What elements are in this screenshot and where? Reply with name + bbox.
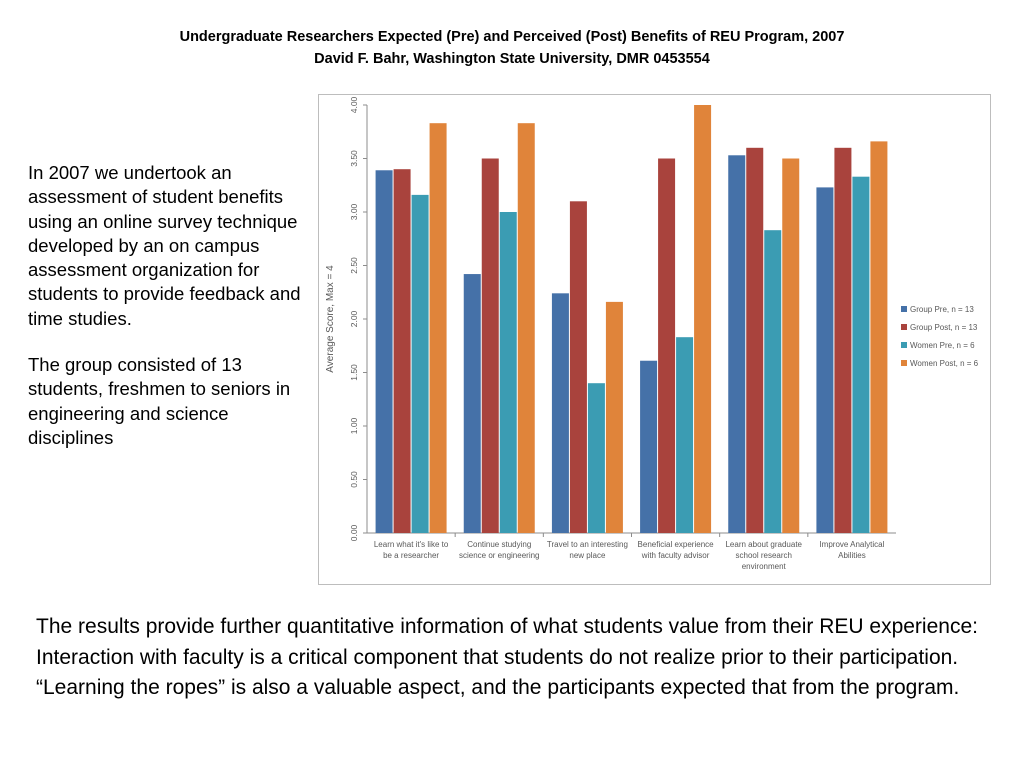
description-paragraph-2: The group consisted of 13 students, fres… bbox=[28, 354, 291, 448]
y-tick-label: 1.00 bbox=[349, 417, 359, 434]
bar bbox=[393, 169, 411, 533]
description-text: In 2007 we undertook an assessment of st… bbox=[28, 161, 303, 472]
legend-swatch bbox=[901, 342, 907, 348]
bar bbox=[640, 360, 658, 533]
bar bbox=[569, 201, 587, 534]
x-category-label: with faculty advisor bbox=[641, 551, 710, 560]
bar bbox=[375, 170, 393, 533]
bar bbox=[834, 147, 852, 534]
legend-swatch bbox=[901, 324, 907, 330]
bar bbox=[481, 158, 499, 533]
x-category-label: Travel to an interesting bbox=[547, 540, 628, 549]
y-tick-label: 0.00 bbox=[349, 524, 359, 541]
y-tick-label: 3.00 bbox=[349, 203, 359, 220]
x-category-label: Learn what it's like to bbox=[374, 540, 449, 549]
x-category-label: Learn about graduate bbox=[725, 540, 802, 549]
x-category-label: environment bbox=[742, 562, 787, 571]
bar bbox=[816, 187, 834, 533]
y-axis-title: Average Score, Max = 4 bbox=[325, 265, 336, 373]
y-tick-label: 4.00 bbox=[349, 96, 359, 113]
x-category-label: Beneficial experience bbox=[638, 540, 715, 549]
bar bbox=[411, 194, 429, 533]
title-line-2: David F. Bahr, Washington State Universi… bbox=[314, 51, 710, 67]
bar bbox=[852, 176, 870, 533]
legend-label: Women Post, n = 6 bbox=[910, 359, 979, 368]
y-tick-label: 2.50 bbox=[349, 257, 359, 274]
conclusion-paragraph: The results provide further quantitative… bbox=[36, 615, 978, 699]
bar bbox=[463, 274, 481, 533]
bar bbox=[764, 230, 782, 533]
y-tick-label: 3.50 bbox=[349, 150, 359, 167]
bar-chart: 0.00 0.50 1.00 1.50 2.00 2.50 3.00 3.50 4.00 Aver… bbox=[318, 94, 991, 585]
y-tick-label: 2.00 bbox=[349, 310, 359, 327]
legend-swatch bbox=[901, 360, 907, 366]
bar bbox=[870, 141, 888, 533]
legend-label: Women Pre, n = 6 bbox=[910, 341, 975, 350]
description-paragraph-1: In 2007 we undertook an assessment of st… bbox=[28, 162, 301, 329]
x-category-label: Improve Analytical bbox=[819, 540, 884, 549]
x-category-label: science or engineering bbox=[459, 551, 540, 560]
bar bbox=[605, 301, 623, 533]
bar bbox=[746, 147, 764, 534]
bar bbox=[587, 383, 605, 533]
x-category-label: school research bbox=[736, 551, 792, 560]
x-category-label: Continue studying bbox=[467, 540, 531, 549]
bar bbox=[517, 123, 535, 533]
bar bbox=[429, 123, 447, 533]
slide-title: Undergraduate Researchers Expected (Pre)… bbox=[0, 26, 1024, 70]
bar bbox=[694, 105, 712, 533]
x-category-label: be a researcher bbox=[383, 551, 439, 560]
x-category-label: Abilities bbox=[838, 551, 866, 560]
legend-label: Group Post, n = 13 bbox=[910, 323, 978, 332]
bar bbox=[658, 158, 676, 533]
y-tick-label: 0.50 bbox=[349, 471, 359, 488]
bar bbox=[676, 337, 694, 533]
bar bbox=[782, 158, 800, 533]
legend-label: Group Pre, n = 13 bbox=[910, 305, 974, 314]
legend-swatch bbox=[901, 306, 907, 312]
y-tick-label: 1.50 bbox=[349, 364, 359, 381]
bar bbox=[728, 155, 746, 533]
bar bbox=[499, 212, 517, 533]
bar bbox=[551, 293, 569, 533]
chart-svg: 0.00 0.50 1.00 1.50 2.00 2.50 3.00 3.50 4.00 Aver… bbox=[325, 96, 979, 571]
title-line-1: Undergraduate Researchers Expected (Pre)… bbox=[179, 29, 845, 45]
x-category-label: new place bbox=[569, 551, 606, 560]
